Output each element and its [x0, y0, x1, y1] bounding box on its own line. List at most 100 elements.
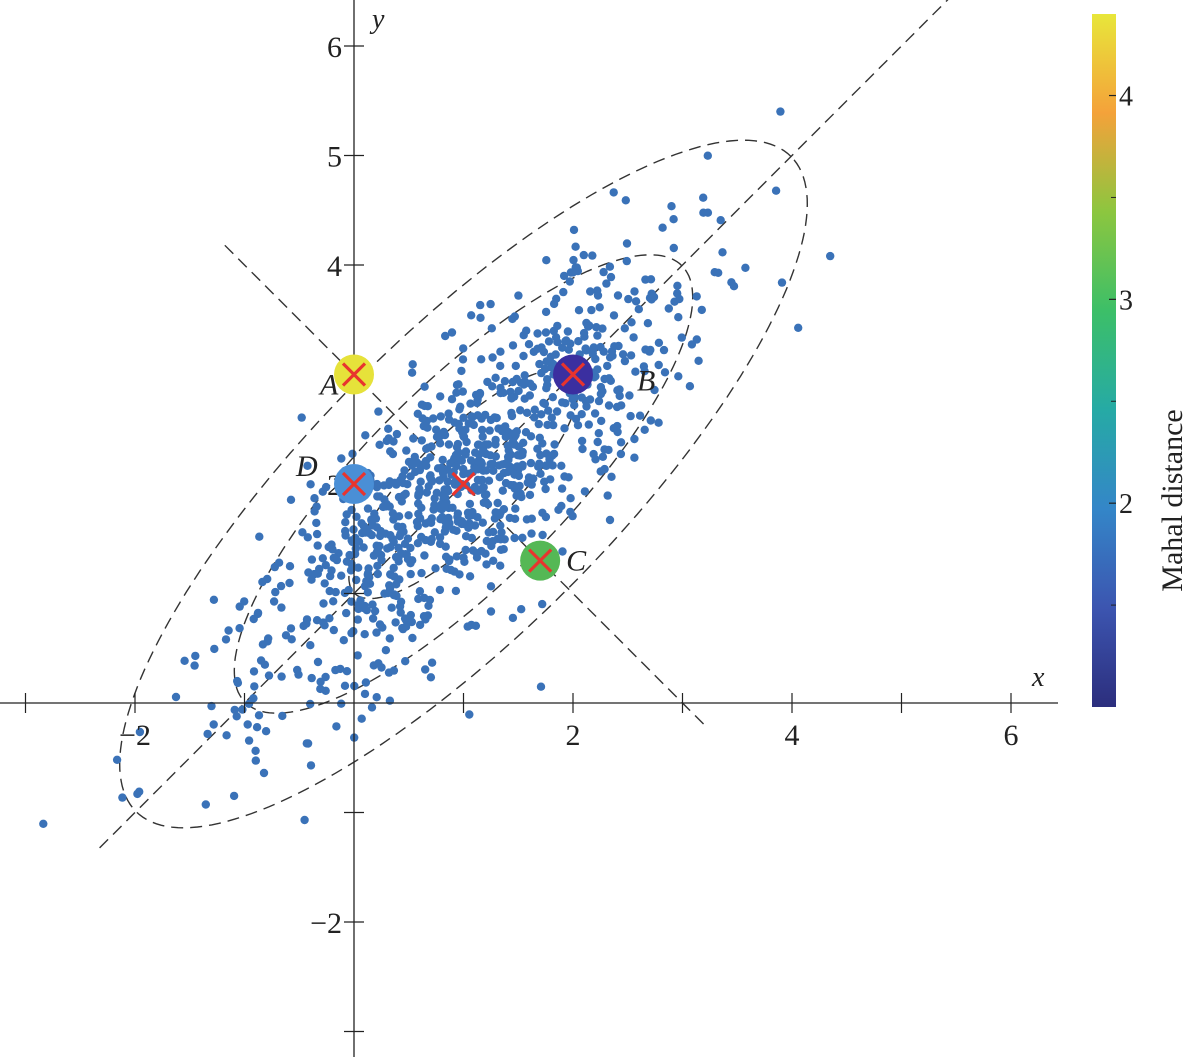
scatter-point	[569, 255, 578, 265]
scatter-point	[249, 694, 258, 703]
scatter-point	[649, 292, 659, 302]
scatter-point	[703, 208, 713, 217]
scatter-point	[235, 624, 244, 633]
scatter-point	[440, 485, 449, 494]
scatter-point	[303, 533, 312, 542]
scatter-point	[612, 402, 622, 412]
scatter-point	[244, 736, 254, 745]
scatter-point	[557, 484, 567, 493]
scatter-point	[453, 439, 463, 449]
scatter-point	[646, 275, 656, 284]
scatter-point	[718, 248, 727, 257]
scatter-point	[243, 720, 252, 729]
scatter-point	[524, 473, 534, 482]
scatter-point	[253, 608, 263, 618]
scatter-point	[303, 461, 312, 470]
scatter-point	[422, 488, 431, 497]
scatter-point	[624, 294, 633, 304]
scatter-point	[339, 636, 348, 645]
scatter-point	[306, 761, 316, 770]
scatter-point	[238, 705, 247, 714]
scatter-point	[429, 414, 438, 423]
scatter-point	[406, 569, 415, 579]
scatter-point	[340, 681, 350, 690]
scatter-point	[431, 564, 440, 573]
scatter-point	[613, 291, 623, 300]
scatter-point	[552, 294, 561, 303]
scatter-point	[450, 567, 459, 576]
scatter-point	[413, 539, 423, 548]
scatter-point	[404, 457, 414, 467]
scatter-point	[598, 324, 607, 333]
scatter-point	[385, 584, 395, 593]
scatter-point	[448, 503, 457, 512]
scatter-point	[375, 440, 384, 449]
scatter-point	[481, 410, 490, 420]
scatter-point	[367, 516, 376, 525]
scatter-point	[318, 487, 327, 496]
scatter-point	[618, 350, 628, 359]
scatter-point	[458, 355, 468, 364]
scatter-point	[685, 382, 695, 391]
scatter-point	[429, 505, 438, 514]
scatter-point	[286, 624, 296, 633]
scatter-point	[112, 755, 122, 764]
scatter-point	[415, 587, 425, 596]
scatter-point	[776, 107, 785, 116]
scatter-point	[465, 710, 474, 719]
scatter-point	[476, 313, 485, 322]
scatter-point	[607, 472, 616, 481]
scatter-point	[584, 420, 593, 429]
scatter-point	[459, 464, 468, 474]
scatter-point	[325, 586, 334, 596]
scatter-point	[384, 424, 393, 433]
scatter-point	[507, 394, 516, 403]
scatter-point	[511, 361, 520, 371]
y-tick-label: 6	[327, 31, 342, 64]
colorbar-tick-label: 2	[1119, 489, 1133, 520]
scatter-point	[354, 600, 363, 609]
scatter-point	[461, 532, 471, 541]
scatter-point	[39, 819, 48, 828]
scatter-point	[629, 333, 638, 342]
scatter-point	[674, 372, 683, 381]
scatter-point	[660, 368, 670, 377]
scatter-point	[353, 651, 362, 660]
scatter-point	[521, 428, 531, 437]
scatter-point	[354, 563, 363, 572]
scatter-point	[346, 566, 356, 575]
scatter-point	[494, 461, 504, 470]
scatter-point	[359, 543, 368, 552]
scatter-point	[470, 482, 480, 492]
scatter-point	[373, 561, 382, 571]
scatter-point	[548, 461, 557, 470]
scatter-point	[490, 413, 499, 422]
scatter-point	[620, 324, 629, 333]
scatter-point	[312, 518, 321, 528]
scatter-point	[306, 699, 315, 709]
scatter-point	[508, 613, 518, 623]
scatter-point	[406, 610, 415, 620]
scatter-point	[496, 521, 505, 530]
scatter-point	[359, 522, 369, 531]
scatter-point	[500, 377, 510, 386]
scatter-point	[513, 451, 522, 460]
scatter-point	[415, 620, 425, 630]
scatter-point	[489, 556, 498, 565]
scatter-point	[538, 530, 547, 540]
scatter-point	[440, 527, 450, 536]
scatter-point	[353, 615, 362, 624]
scatter-point	[471, 448, 480, 457]
scatter-point	[358, 528, 367, 538]
scatter-point	[360, 689, 370, 699]
contour-layer	[99, 0, 949, 849]
scatter-point	[466, 399, 475, 408]
scatter-point	[518, 533, 527, 542]
scatter-point	[675, 294, 684, 304]
scatter-point	[374, 407, 383, 416]
scatter-point	[392, 580, 401, 589]
scatter-point	[313, 541, 322, 550]
scatter-point	[426, 453, 435, 462]
scatter-point	[377, 663, 386, 672]
scatter-point	[604, 374, 614, 383]
